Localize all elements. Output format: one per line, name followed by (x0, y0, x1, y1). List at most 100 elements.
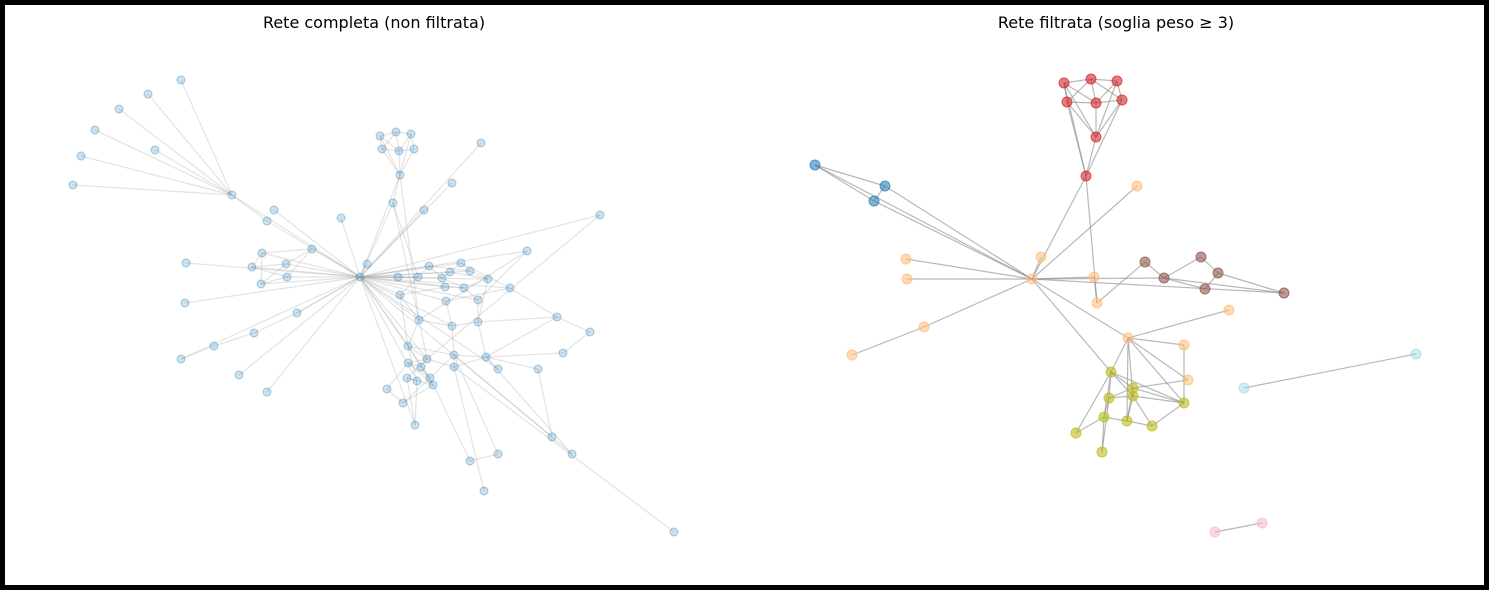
network-edge (1243, 353, 1417, 389)
network-edge (1110, 371, 1185, 404)
node-orange (901, 273, 913, 285)
network-node (249, 328, 259, 338)
network-node (176, 75, 186, 85)
network-edge (381, 148, 400, 152)
network-node (533, 364, 543, 374)
network-edge (251, 252, 263, 268)
network-edge (1085, 136, 1097, 177)
network-edge (460, 262, 511, 289)
network-edge (451, 321, 479, 327)
network-edge (395, 131, 400, 152)
filtered-network (809, 73, 1422, 538)
network-edge (392, 174, 401, 204)
network-node (437, 273, 447, 283)
network-edge (441, 271, 451, 279)
network-edge (359, 276, 443, 279)
network-edge (418, 319, 428, 360)
network-edge (851, 326, 925, 356)
network-node (394, 146, 404, 156)
network-edge (1163, 277, 1206, 290)
network-edge (359, 276, 409, 347)
network-edge (429, 354, 455, 379)
network-edge (379, 131, 397, 137)
network-node (409, 144, 419, 154)
unfiltered-network (68, 75, 679, 537)
network-edge (340, 217, 361, 278)
node-olive (1178, 397, 1190, 409)
network-edge (399, 174, 420, 321)
network-edge (359, 262, 462, 278)
network-edge (469, 453, 499, 462)
network-edge (429, 377, 471, 462)
network-edge (1217, 272, 1285, 294)
network-edge (1163, 256, 1202, 279)
left-panel-title: Rete completa (non filtrata) (262, 13, 486, 32)
network-canvas (68, 73, 1422, 538)
network-node (336, 213, 346, 223)
network-node (425, 373, 435, 383)
network-edge (359, 276, 553, 438)
network-edge (1085, 99, 1123, 177)
network-edge (1132, 387, 1185, 404)
network-node (422, 354, 432, 364)
network-node (388, 198, 398, 208)
network-node (476, 138, 486, 148)
node-orange (1223, 304, 1235, 316)
network-edge (285, 263, 361, 278)
network-edge (1096, 261, 1146, 304)
network-edge (1151, 402, 1185, 427)
node-orange (1091, 297, 1103, 309)
node-red (1116, 94, 1128, 106)
network-node (473, 295, 483, 305)
network-edge (1031, 278, 1112, 373)
network-edge (485, 356, 573, 455)
network-edge (451, 325, 455, 356)
network-edge (407, 362, 422, 368)
node-red (1085, 73, 1097, 85)
network-edge (477, 316, 558, 323)
network-edge (1095, 80, 1118, 138)
node-red (1090, 131, 1102, 143)
network-edge (537, 368, 553, 438)
network-edge (359, 276, 416, 426)
network-node (68, 180, 78, 190)
network-edge (118, 108, 233, 196)
network-node (595, 210, 605, 220)
network-edge (386, 388, 404, 404)
network-node (424, 261, 434, 271)
network-node (406, 129, 416, 139)
network-node (413, 272, 423, 282)
node-orange (1182, 374, 1194, 386)
network-node (479, 486, 489, 496)
network-edge (418, 319, 453, 327)
network-edge (1101, 397, 1110, 453)
network-edge (407, 362, 434, 386)
network-edge (453, 354, 487, 358)
node-brown (1199, 283, 1211, 295)
network-edge (1031, 185, 1138, 280)
network-node (395, 290, 405, 300)
node-olive (1105, 366, 1117, 378)
network-edge (231, 194, 361, 278)
network-edge (399, 276, 419, 296)
network-node (447, 321, 457, 331)
network-edge (420, 358, 428, 368)
network-edge (359, 276, 420, 321)
network-edge (359, 276, 428, 360)
network-edge (359, 276, 489, 280)
network-edge (251, 263, 287, 268)
network-edge (359, 276, 447, 302)
network-edge (359, 182, 453, 278)
network-node (440, 282, 450, 292)
network-edge (359, 270, 471, 278)
network-edge (426, 358, 455, 368)
network-edge (485, 352, 564, 358)
network-node (419, 205, 429, 215)
network-node (150, 145, 160, 155)
network-node (447, 178, 457, 188)
network-edge (453, 354, 499, 455)
node-brown (1195, 251, 1207, 263)
network-edge (463, 287, 479, 301)
network-edge (359, 276, 453, 327)
network-node (547, 432, 557, 442)
